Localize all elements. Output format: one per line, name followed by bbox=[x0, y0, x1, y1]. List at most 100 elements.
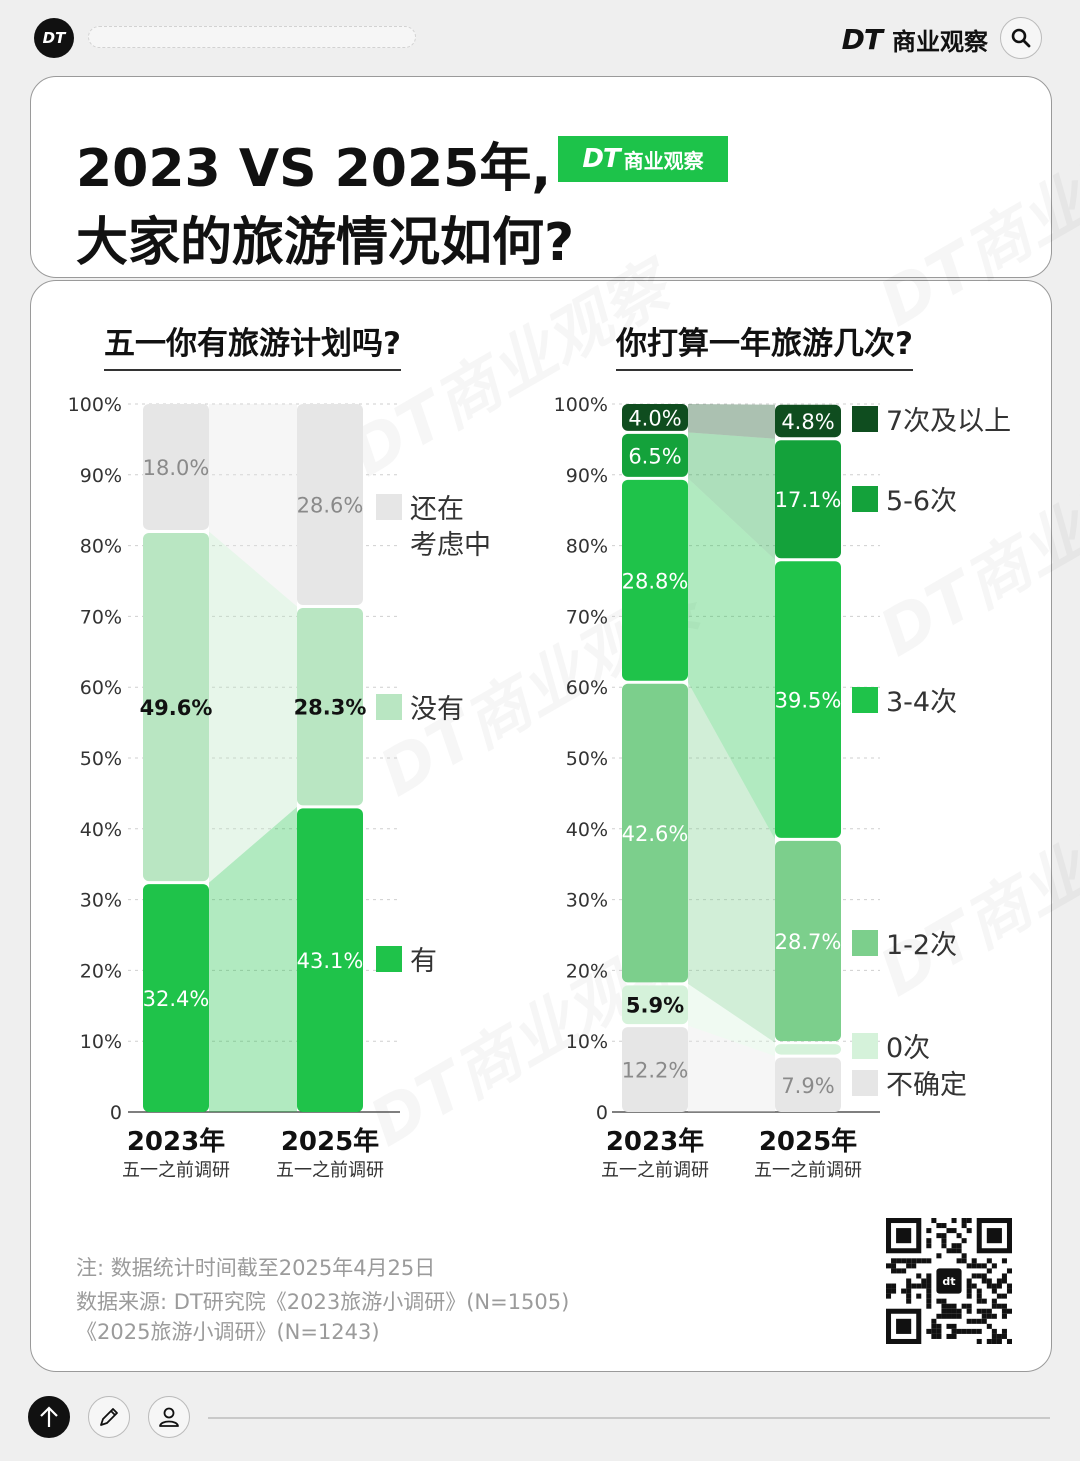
flow-connector bbox=[688, 682, 775, 1043]
data-label: 4.0% bbox=[628, 406, 681, 430]
bar-segment bbox=[775, 1044, 841, 1055]
legend-swatch bbox=[376, 946, 402, 972]
dt-logo-icon[interactable]: DT bbox=[34, 18, 74, 58]
y-tick-label: 90% bbox=[80, 465, 122, 487]
legend-swatch bbox=[376, 494, 402, 520]
qr-center-label: dt bbox=[942, 1275, 955, 1288]
category-subtitle: 五一之前调研 bbox=[122, 1160, 230, 1181]
bar-segment bbox=[297, 808, 363, 1112]
bar-segment bbox=[775, 404, 841, 438]
y-tick-label: 10% bbox=[80, 1031, 122, 1053]
bar-segment bbox=[622, 1027, 688, 1112]
legend-label: 不确定 bbox=[886, 1070, 967, 1101]
page-title-line2: 大家的旅游情况如何? bbox=[76, 213, 575, 273]
data-label: 28.6% bbox=[297, 493, 364, 517]
bar-segment bbox=[622, 683, 688, 983]
data-label: 4.8% bbox=[781, 410, 834, 434]
flow-connector bbox=[688, 404, 775, 439]
y-tick-label: 40% bbox=[80, 819, 122, 841]
category-subtitle: 五一之前调研 bbox=[276, 1160, 384, 1181]
data-label: 43.1% bbox=[297, 949, 364, 973]
y-tick-label: 60% bbox=[80, 677, 122, 699]
legend-label: 0次 bbox=[886, 1033, 930, 1064]
flow-connector bbox=[688, 1025, 775, 1112]
y-tick-label: 50% bbox=[566, 748, 608, 770]
flow-connector bbox=[209, 806, 297, 1112]
category-label: 2023年 bbox=[606, 1126, 704, 1157]
user-icon bbox=[159, 1407, 179, 1427]
flow-connector bbox=[688, 983, 775, 1057]
title-badge: DT 商业观察 bbox=[558, 136, 728, 182]
data-label: 32.4% bbox=[143, 987, 210, 1011]
y-tick-label: 30% bbox=[80, 890, 122, 912]
top-bar: DT DT 商业观察 bbox=[0, 0, 1080, 78]
legend-swatch bbox=[852, 687, 878, 713]
flow-connector bbox=[209, 404, 297, 607]
legend-label: 还在 bbox=[410, 494, 464, 525]
brand-dt: DT bbox=[841, 22, 883, 56]
bar-segment bbox=[622, 985, 688, 1025]
legend-swatch bbox=[852, 930, 878, 956]
bar-segment bbox=[622, 404, 688, 431]
legend-label: 7次及以上 bbox=[886, 406, 1011, 437]
badge-dt: DT bbox=[582, 144, 620, 174]
note-source-2: 《2025旅游小调研》(N=1243) bbox=[76, 1320, 380, 1344]
y-tick-label: 100% bbox=[554, 394, 608, 416]
y-tick-label: 70% bbox=[566, 606, 608, 628]
data-label: 7.9% bbox=[781, 1074, 834, 1098]
legend-swatch bbox=[852, 486, 878, 512]
data-label: 49.6% bbox=[140, 696, 213, 720]
bar-segment bbox=[622, 479, 688, 681]
y-tick-label: 60% bbox=[566, 677, 608, 699]
data-label: 39.5% bbox=[775, 689, 842, 713]
brand-name: 商业观察 bbox=[892, 27, 988, 56]
flow-connector bbox=[688, 432, 775, 560]
qr-code[interactable]: dt bbox=[886, 1218, 1012, 1344]
arrow-up-icon bbox=[40, 1406, 58, 1427]
data-label: 5.9% bbox=[626, 994, 684, 1018]
y-tick-label: 80% bbox=[80, 536, 122, 558]
chart1-title: 五一你有旅游计划吗? bbox=[104, 318, 401, 371]
bottom-divider bbox=[208, 1417, 1050, 1419]
bar-segment bbox=[775, 840, 841, 1042]
legend-label: 有 bbox=[410, 946, 437, 977]
address-bar[interactable] bbox=[88, 26, 416, 48]
legend-label: 3-4次 bbox=[886, 687, 957, 718]
bar-segment bbox=[143, 404, 209, 530]
bar-segment bbox=[297, 607, 363, 806]
profile-button[interactable] bbox=[148, 1396, 190, 1438]
y-tick-label: 40% bbox=[566, 819, 608, 841]
data-label: 18.0% bbox=[143, 456, 210, 480]
bar-segment bbox=[143, 884, 209, 1112]
category-label: 2025年 bbox=[759, 1126, 857, 1157]
category-subtitle: 五一之前调研 bbox=[754, 1160, 862, 1181]
flow-connector bbox=[209, 531, 297, 883]
edit-button[interactable] bbox=[88, 1396, 130, 1438]
scroll-top-button[interactable] bbox=[28, 1396, 70, 1438]
y-tick-label: 20% bbox=[566, 960, 608, 982]
legend-swatch bbox=[852, 1070, 878, 1096]
y-tick-label: 50% bbox=[80, 748, 122, 770]
data-label: 28.8% bbox=[622, 569, 689, 593]
note-date: 注: 数据统计时间截至2025年4月25日 bbox=[76, 1256, 436, 1280]
y-tick-label: 70% bbox=[80, 606, 122, 628]
data-label: 42.6% bbox=[622, 822, 689, 846]
legend-swatch bbox=[376, 694, 402, 720]
y-tick-label: 20% bbox=[80, 960, 122, 982]
search-button[interactable] bbox=[1000, 17, 1042, 59]
category-label: 2023年 bbox=[127, 1126, 225, 1157]
bar-segment bbox=[775, 561, 841, 838]
badge-name: 商业观察 bbox=[623, 148, 704, 173]
category-label: 2025年 bbox=[281, 1126, 379, 1157]
bar-segment bbox=[775, 440, 841, 559]
y-tick-label: 90% bbox=[566, 465, 608, 487]
y-tick-label: 100% bbox=[68, 394, 122, 416]
legend-label: 5-6次 bbox=[886, 486, 957, 517]
legend-swatch bbox=[852, 406, 878, 432]
flow-connector bbox=[688, 478, 775, 840]
bar-segment bbox=[143, 532, 209, 882]
legend-label: 1-2次 bbox=[886, 930, 957, 961]
legend-label: 没有 bbox=[410, 694, 464, 725]
y-tick-label: 0 bbox=[110, 1102, 122, 1124]
